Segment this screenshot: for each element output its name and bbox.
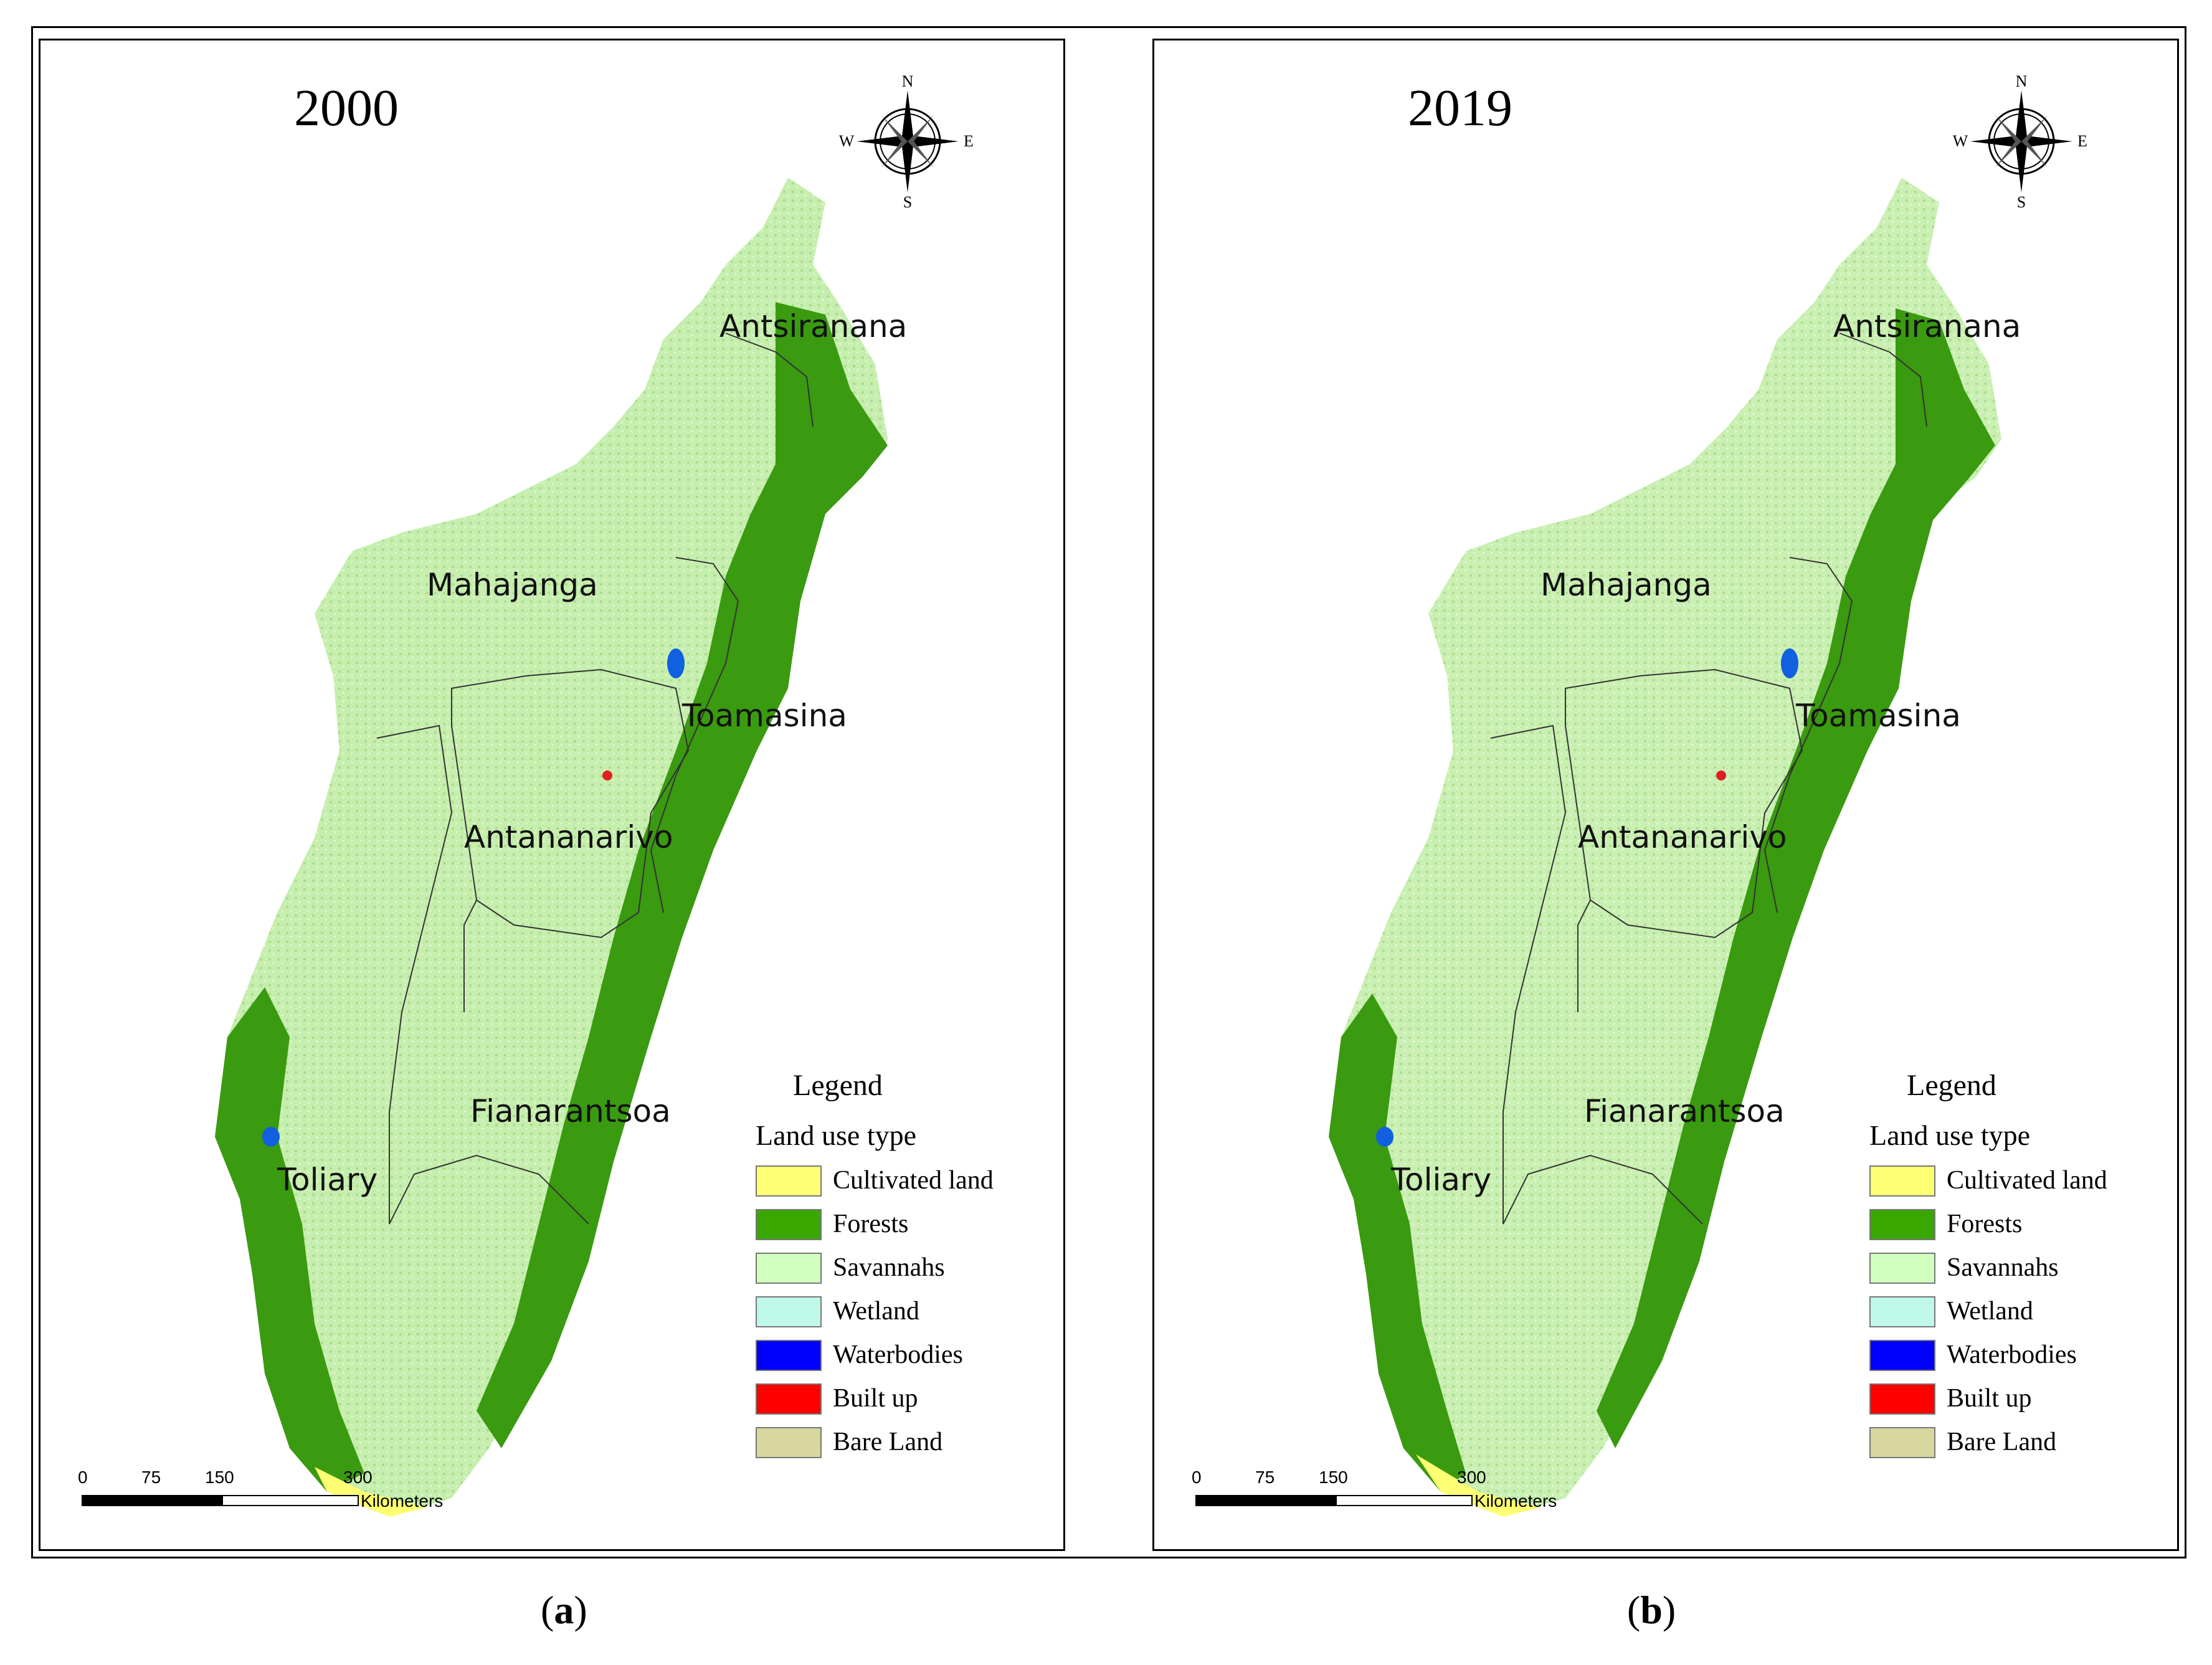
- scale-bar: 0 75 150 300 Kilometers: [78, 1468, 444, 1511]
- region-label-toamasina: Toamasina: [682, 698, 847, 734]
- legend-item: Waterbodies: [1869, 1336, 2143, 1380]
- lake-west: [262, 1127, 280, 1147]
- region-label-fianarantsoa: Fianarantsoa: [470, 1093, 671, 1129]
- legend-swatch: [756, 1209, 822, 1240]
- legend-swatch: [1869, 1383, 1935, 1415]
- legend-swatch: [1869, 1209, 1935, 1240]
- legend-swatch: [1869, 1340, 1935, 1371]
- legend-item: Wetland: [1869, 1293, 2143, 1336]
- compass-s: S: [2017, 193, 2026, 209]
- legend: Legend Land use type Cultivated land For…: [756, 1068, 1030, 1467]
- legend-swatch: [756, 1296, 822, 1327]
- lake-alaotra: [667, 648, 685, 678]
- legend-subtitle: Land use type: [1869, 1119, 2031, 1151]
- figure-frame: [31, 26, 2186, 1558]
- lake-west: [1376, 1127, 1393, 1147]
- compass-e: E: [2077, 132, 2087, 150]
- builtup-capital: [1716, 771, 1726, 780]
- region-label-antananarivo: Antananarivo: [464, 819, 673, 855]
- region-boundaries: [376, 333, 814, 1225]
- builtup-capital: [602, 771, 612, 780]
- compass-e: E: [964, 132, 974, 150]
- legend-item: Bare Land: [756, 1423, 1030, 1467]
- forest-belt-east: [1597, 308, 1995, 1448]
- legend-item: Cultivated land: [1869, 1162, 2143, 1205]
- island-savannah: [215, 178, 888, 1517]
- region-label-fianarantsoa: Fianarantsoa: [1584, 1093, 1785, 1129]
- legend-item: Waterbodies: [756, 1336, 1030, 1380]
- legend-item: Savannahs: [1869, 1249, 2143, 1293]
- caption-b: (b): [1627, 1588, 1676, 1632]
- compass-w: W: [1953, 132, 1968, 150]
- legend-item: Forests: [1869, 1205, 2143, 1249]
- cultivated-south: [315, 1467, 427, 1517]
- map-panel-2000: 2000 N S E W Antsiranana Mahajanga Toama…: [39, 39, 1065, 1551]
- cultivated-south: [1416, 1454, 1540, 1517]
- map-title-year: 2019: [1408, 79, 1512, 137]
- legend-item: Wetland: [756, 1293, 1030, 1336]
- legend-title: Legend: [1907, 1069, 1996, 1102]
- legend-swatch: [756, 1427, 822, 1458]
- compass-rose-icon: N S E W: [839, 72, 974, 209]
- compass-rose-icon: N S E W: [1953, 72, 2087, 209]
- map-title-year: 2000: [294, 79, 399, 137]
- madagascar-map: [215, 178, 888, 1517]
- forest-west: [215, 987, 364, 1492]
- region-label-toliary: Toliary: [1391, 1162, 1492, 1198]
- scale-bar: 0 75 150 300 Kilometers: [1192, 1468, 1557, 1511]
- region-boundaries: [1490, 333, 1927, 1225]
- legend-subtitle: Land use type: [756, 1119, 917, 1151]
- compass-w: W: [839, 132, 855, 150]
- legend-swatch: [756, 1253, 822, 1284]
- map-panel-2019: 2019 N S E W Antsiranana Mahajanga Toama…: [1152, 39, 2179, 1551]
- legend-swatch: [1869, 1296, 1935, 1327]
- region-label-toliary: Toliary: [277, 1162, 378, 1198]
- legend-item: Savannahs: [756, 1249, 1030, 1293]
- legend-swatch: [756, 1383, 822, 1415]
- compass-s: S: [903, 193, 912, 209]
- region-label-mahajanga: Mahajanga: [1540, 567, 1712, 603]
- lake-alaotra: [1781, 648, 1798, 678]
- legend-item: Cultivated land: [756, 1162, 1030, 1205]
- legend-swatch: [1869, 1165, 1935, 1197]
- legend-swatch: [756, 1340, 822, 1371]
- legend-swatch: [1869, 1427, 1935, 1458]
- legend-item: Built up: [756, 1380, 1030, 1423]
- legend-item: Built up: [1869, 1380, 2143, 1423]
- legend-swatch: [1869, 1253, 1935, 1284]
- region-label-antsiranana: Antsiranana: [1833, 308, 2021, 344]
- compass-n: N: [2016, 72, 2028, 90]
- region-label-toamasina: Toamasina: [1796, 698, 1961, 734]
- forest-west: [1329, 994, 1466, 1492]
- region-label-antsiranana: Antsiranana: [719, 308, 908, 344]
- legend-item: Forests: [756, 1205, 1030, 1249]
- legend-item: Bare Land: [1869, 1423, 2143, 1467]
- caption-a: (a): [541, 1588, 587, 1632]
- legend: Legend Land use type Cultivated land For…: [1869, 1068, 2143, 1467]
- region-label-mahajanga: Mahajanga: [427, 567, 598, 603]
- region-label-antananarivo: Antananarivo: [1578, 819, 1787, 855]
- legend-swatch: [756, 1165, 822, 1197]
- madagascar-map: [1329, 178, 2001, 1517]
- legend-title: Legend: [793, 1069, 883, 1102]
- forest-belt-east: [477, 302, 888, 1448]
- compass-n: N: [902, 72, 914, 90]
- island-savannah: [1329, 178, 2001, 1517]
